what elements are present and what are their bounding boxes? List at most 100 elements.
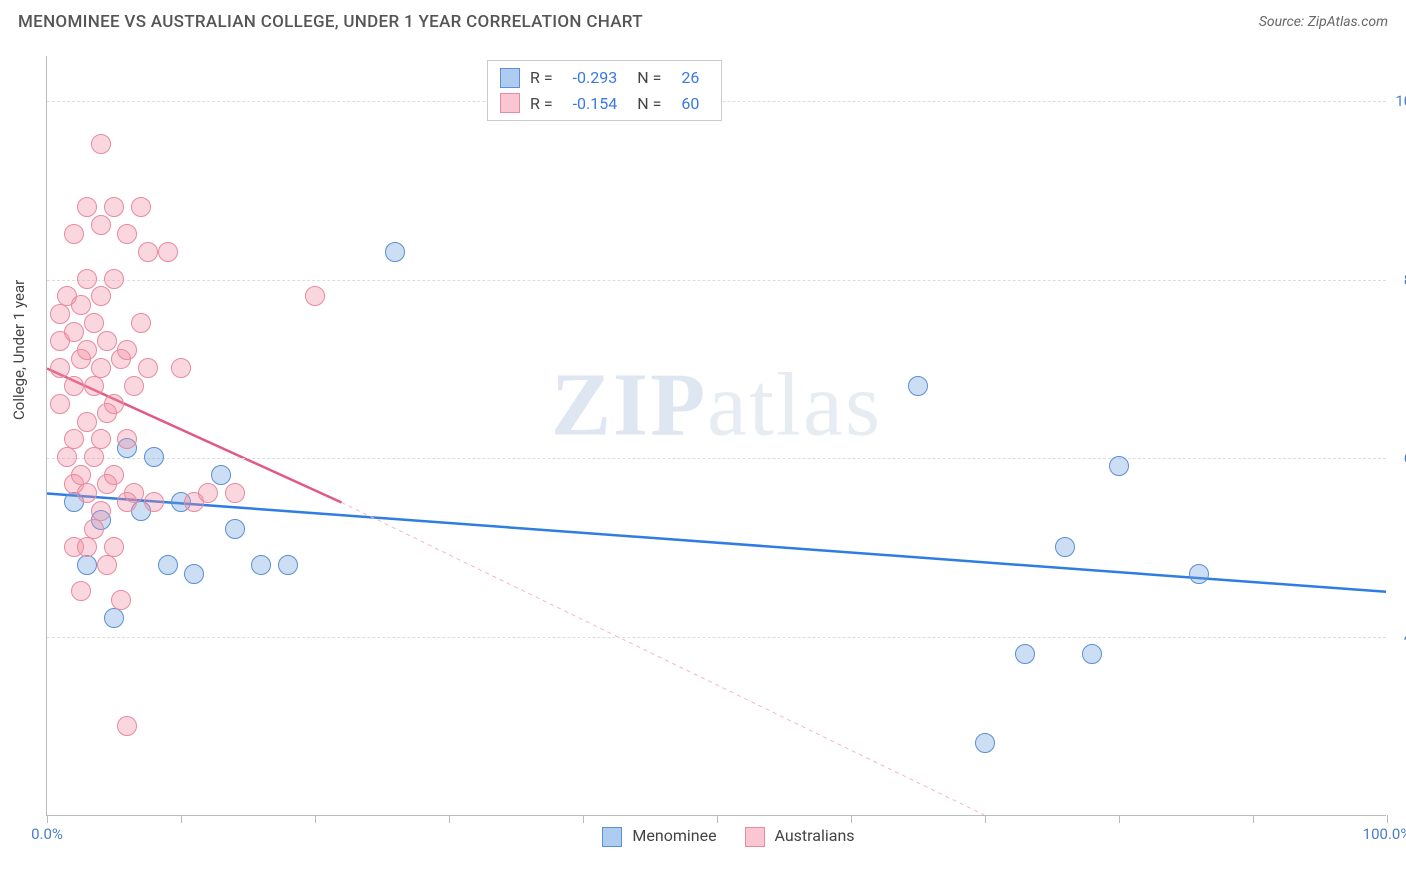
n-label: N = [637,91,661,117]
data-point [131,313,151,333]
swatch-blue-icon [500,68,520,88]
chart-title: MENOMINEE VS AUSTRALIAN COLLEGE, UNDER 1… [18,12,643,32]
data-point [64,224,84,244]
data-point [117,429,137,449]
data-point [117,716,137,736]
data-point [144,447,164,467]
data-point [50,304,70,324]
x-tick [583,815,584,823]
data-point [104,465,124,485]
data-point [138,242,158,262]
data-point [77,483,97,503]
stats-row-australians: R = -0.154 N = 60 [500,91,709,117]
data-point [158,242,178,262]
gridline [47,637,1386,638]
x-tick [449,815,450,823]
y-axis-label: College, Under 1 year [10,280,28,420]
data-point [77,555,97,575]
data-point [908,376,928,396]
data-point [104,197,124,217]
data-point [64,429,84,449]
data-point [131,197,151,217]
data-point [1109,456,1129,476]
data-point [111,590,131,610]
legend-swatch-pink-icon [745,827,765,847]
data-point [975,733,995,753]
data-point [91,358,111,378]
data-point [91,501,111,521]
n-value: 26 [681,65,699,91]
data-point [385,242,405,262]
data-point [171,358,191,378]
data-point [84,519,104,539]
n-label: N = [637,65,661,91]
swatch-pink-icon [500,93,520,113]
trend-lines-svg [47,56,1386,815]
data-point [1082,644,1102,664]
data-point [158,555,178,575]
data-point [91,215,111,235]
data-point [1189,564,1209,584]
legend-swatch-blue-icon [602,827,622,847]
source-attribution: Source: ZipAtlas.com [1259,14,1388,30]
data-point [71,295,91,315]
data-point [77,412,97,432]
data-point [225,519,245,539]
data-point [77,197,97,217]
data-point [97,331,117,351]
gridline [47,458,1386,459]
data-point [77,269,97,289]
x-tick [717,815,718,823]
x-tick [1387,815,1388,823]
data-point [57,447,77,467]
data-point [71,581,91,601]
data-point [225,483,245,503]
x-tick [1253,815,1254,823]
n-value: 60 [681,91,699,117]
legend: Menominee Australians [47,826,1386,847]
gridline [47,280,1386,281]
x-tick [181,815,182,823]
data-point [144,492,164,512]
data-point [104,394,124,414]
x-tick [851,815,852,823]
r-value: -0.154 [573,91,618,117]
trend-line [47,494,1386,592]
r-value: -0.293 [573,65,618,91]
x-tick [47,815,48,823]
r-label: R = [530,91,553,117]
legend-label-australians: Australians [774,826,854,845]
data-point [84,376,104,396]
data-point [91,134,111,154]
data-point [1015,644,1035,664]
data-point [50,394,70,414]
data-point [211,465,231,485]
data-point [251,555,271,575]
r-label: R = [530,65,553,91]
data-point [124,376,144,396]
data-point [91,429,111,449]
data-point [1055,537,1075,557]
data-point [77,340,97,360]
data-point [104,269,124,289]
data-point [64,322,84,342]
data-point [138,358,158,378]
x-tick [315,815,316,823]
data-point [305,286,325,306]
data-point [278,555,298,575]
data-point [84,447,104,467]
trend-line [342,502,985,815]
data-point [77,537,97,557]
data-point [124,483,144,503]
data-point [104,537,124,557]
watermark: ZIPatlas [551,354,882,457]
data-point [184,564,204,584]
data-point [84,313,104,333]
legend-label-menominee: Menominee [632,826,716,845]
scatter-plot: ZIPatlas 40.0%60.0%80.0%100.0% 0.0%100.0… [46,56,1386,816]
data-point [91,286,111,306]
x-tick [1119,815,1120,823]
y-tick-label: 100.0% [1395,92,1406,110]
data-point [64,376,84,396]
data-point [97,555,117,575]
